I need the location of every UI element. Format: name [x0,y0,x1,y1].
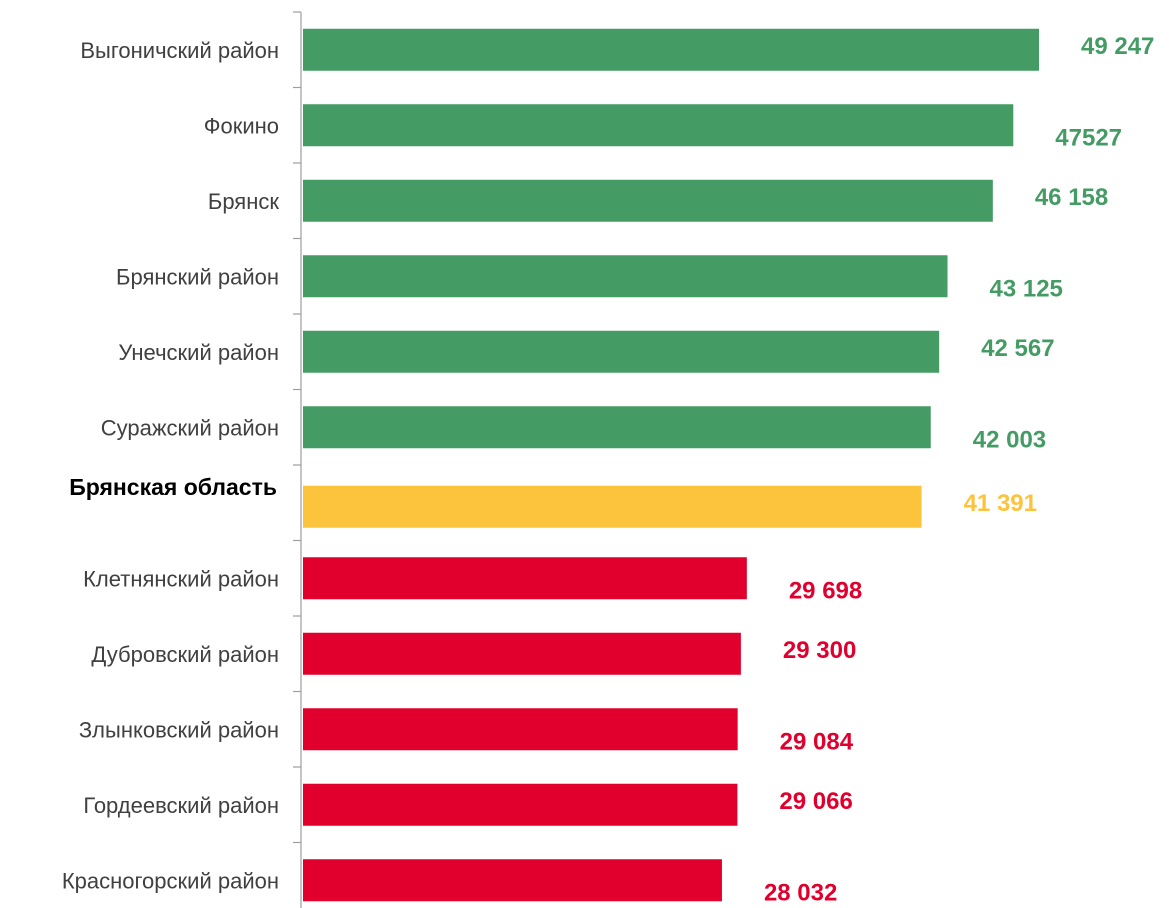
value-label: 29 300 [783,637,856,664]
bar-7 [303,485,922,528]
category-label: Красногорский район [62,868,279,893]
bar-10 [303,708,738,751]
value-label: 42 003 [973,426,1046,453]
bar-2 [303,104,1014,147]
bar-3 [303,179,993,222]
value-labels: 49 247 47527 46 158 43 125 42 567 42 003 41 39… [764,33,1154,907]
value-label: 49 247 [1081,33,1154,60]
category-label: Брянская область [69,474,277,500]
value-label: 29 698 [789,577,862,604]
category-label: Фокино [204,113,279,138]
bar-1 [303,28,1039,71]
value-label: 41 391 [964,490,1037,517]
bar-11 [303,783,738,826]
category-label: Брянский район [116,264,279,289]
bar-9 [303,632,741,675]
category-label: Злынковский район [79,717,279,742]
bar-6 [303,406,931,449]
value-label: 29 066 [779,788,852,815]
value-label: 46 158 [1035,184,1108,211]
value-label: 28 032 [764,879,837,906]
value-label: 29 084 [780,728,854,755]
value-label: 43 125 [990,275,1063,302]
bar-12 [303,859,722,902]
bar-5 [303,330,940,373]
category-label: Дубровский район [91,642,279,667]
category-label: Суражский район [101,415,279,440]
value-label: 47527 [1055,124,1122,151]
bar-4 [303,255,948,298]
category-label: Брянск [208,189,279,214]
bar-8 [303,557,747,600]
category-label: Гордеевский район [83,793,279,818]
value-label: 42 567 [981,335,1054,362]
category-label: Клетнянский район [83,566,279,591]
category-label: Унечский район [118,340,279,365]
category-labels: Выгоничский район Фокино Брянск Брянский ра… [62,38,280,894]
bars [303,28,1039,902]
y-axis [293,11,302,908]
category-label: Выгоничский район [80,38,279,63]
